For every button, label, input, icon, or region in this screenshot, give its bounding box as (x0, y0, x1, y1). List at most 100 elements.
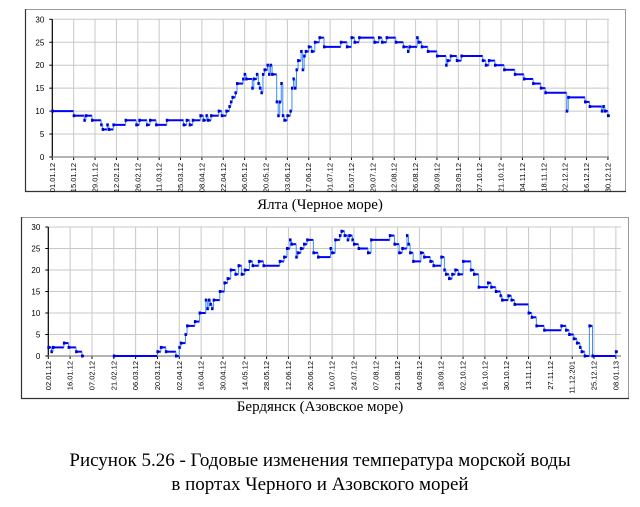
data-point-marker (565, 109, 569, 113)
x-tick-label: 09.09.12 (432, 163, 441, 192)
x-tick-label: 15.07.12 (347, 163, 356, 192)
data-point-marker (225, 109, 228, 113)
data-point-marker (290, 86, 294, 90)
data-point-marker (469, 268, 473, 272)
data-point-marker (135, 123, 138, 127)
data-point-marker (417, 40, 421, 44)
data-point-marker (445, 63, 448, 67)
data-point-marker (513, 302, 517, 306)
data-point-marker (112, 354, 116, 358)
data-point-marker (303, 54, 306, 58)
data-point-marker (472, 272, 476, 276)
y-tick-label: 5 (36, 331, 41, 340)
x-tick-label: 07.02.12 (87, 361, 96, 390)
data-point-marker (329, 247, 333, 250)
data-point-marker (138, 118, 141, 122)
x-tick-label: 01.01.12 (48, 163, 57, 192)
data-point-marker (257, 82, 260, 86)
data-point-marker (155, 123, 158, 127)
data-point-marker (83, 118, 86, 122)
x-tick-label: 15.01.12 (69, 163, 78, 192)
data-point-marker (600, 109, 604, 113)
x-tick-label: 28.05.12 (262, 361, 271, 390)
data-point-marker (591, 354, 594, 358)
data-point-marker (481, 59, 485, 63)
data-point-marker (560, 324, 563, 328)
y-tick-label: 10 (35, 107, 44, 116)
data-point-marker (100, 123, 103, 127)
data-point-marker (278, 259, 282, 263)
data-point-marker (228, 105, 231, 109)
data-point-marker (286, 114, 289, 118)
data-point-marker (353, 40, 357, 44)
data-point-marker (229, 268, 233, 272)
data-point-marker (193, 320, 197, 324)
data-point-marker (406, 49, 410, 53)
x-tick-label: 02.12.12 (561, 163, 570, 192)
x-tick-label: 06.03.12 (131, 361, 140, 390)
data-point-marker (306, 238, 309, 242)
data-point-marker (334, 238, 337, 242)
x-tick-label: 07.08.12 (371, 361, 380, 390)
y-tick-label: 20 (35, 61, 44, 70)
data-point-marker (297, 59, 300, 63)
data-point-marker (402, 45, 405, 49)
data-point-marker (501, 298, 504, 302)
x-tick-label: 18.11.12 (539, 163, 548, 192)
x-tick-label: 12.08.12 (390, 163, 399, 192)
data-point-marker (234, 272, 237, 276)
x-tick-label: 08.04.12 (197, 163, 206, 192)
data-point-marker (191, 118, 195, 122)
data-point-marker (252, 77, 256, 81)
data-point-marker (539, 86, 543, 90)
data-point-marker (603, 109, 607, 113)
data-point-marker (381, 40, 384, 44)
data-point-marker (338, 234, 342, 238)
chart-title-yalta: Ялта (Черное море) (257, 197, 383, 213)
data-point-marker (490, 285, 493, 289)
data-point-marker (198, 311, 202, 315)
x-tick-label: 21.02.12 (109, 361, 118, 390)
data-point-marker (543, 328, 546, 332)
data-point-marker (210, 114, 213, 118)
x-tick-label: 16.10.12 (480, 361, 489, 390)
data-point-marker (499, 294, 502, 298)
data-point-marker (312, 251, 315, 255)
data-point-marker (443, 268, 446, 272)
data-point-marker (258, 86, 262, 90)
data-point-marker (268, 72, 271, 76)
data-point-marker (575, 341, 579, 345)
data-point-marker (283, 118, 286, 122)
y-tick-label: 25 (31, 245, 40, 254)
data-point-marker (614, 350, 618, 354)
data-point-marker (280, 82, 283, 86)
data-point-marker (487, 281, 490, 285)
y-tick-label: 10 (31, 309, 40, 318)
x-tick-label: 12.02.12 (112, 163, 121, 192)
data-point-marker (255, 72, 259, 76)
data-point-marker (290, 242, 294, 246)
data-point-marker (405, 234, 409, 238)
data-point-marker (90, 118, 94, 122)
data-point-marker (343, 234, 347, 238)
figure-caption-line1: Рисунок 5.26 - Годовые изменения темпера… (69, 450, 571, 471)
data-point-marker (248, 259, 251, 263)
data-point-marker (281, 114, 285, 118)
x-tick-label: 11.12.201 (568, 361, 577, 394)
data-point-marker (522, 77, 526, 81)
data-point-marker (510, 298, 513, 302)
data-point-marker (317, 255, 320, 259)
data-point-marker (295, 255, 298, 259)
data-point-marker (323, 45, 326, 49)
y-tick-label: 25 (35, 38, 44, 47)
data-point-marker (493, 63, 497, 67)
data-point-marker (300, 49, 303, 53)
y-tick-label: 30 (31, 223, 40, 232)
data-point-marker (420, 45, 424, 49)
data-point-marker (412, 259, 415, 263)
x-tick-label: 30.04.12 (218, 361, 227, 390)
data-point-marker (339, 40, 343, 44)
data-point-marker (245, 77, 248, 81)
data-point-marker (494, 290, 498, 293)
data-point-marker (223, 281, 226, 285)
